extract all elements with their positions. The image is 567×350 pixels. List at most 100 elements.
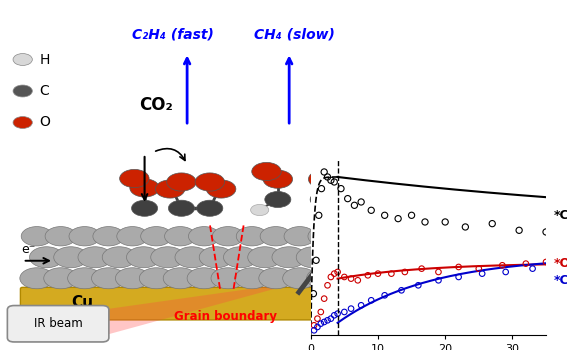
Point xyxy=(327,316,336,321)
Point xyxy=(330,271,339,277)
Circle shape xyxy=(151,247,185,268)
Circle shape xyxy=(69,226,100,246)
Point xyxy=(323,317,332,323)
Point xyxy=(323,282,332,288)
Circle shape xyxy=(197,200,223,216)
Point xyxy=(314,212,323,218)
Point xyxy=(330,179,339,185)
Circle shape xyxy=(126,247,160,268)
Point xyxy=(340,309,349,315)
Point xyxy=(400,269,409,275)
Circle shape xyxy=(356,226,387,246)
Circle shape xyxy=(45,226,77,246)
Circle shape xyxy=(20,268,54,289)
Text: H: H xyxy=(40,52,50,66)
Point xyxy=(320,319,329,325)
Point xyxy=(320,169,329,175)
Point xyxy=(340,274,349,280)
Circle shape xyxy=(102,247,136,268)
Point xyxy=(317,186,326,191)
Text: Cu: Cu xyxy=(71,295,93,310)
Circle shape xyxy=(116,268,150,289)
Circle shape xyxy=(252,162,281,181)
Circle shape xyxy=(13,117,32,128)
Point xyxy=(528,266,537,272)
Circle shape xyxy=(260,226,291,246)
Circle shape xyxy=(91,268,125,289)
Point xyxy=(310,328,319,333)
Circle shape xyxy=(251,204,269,216)
Circle shape xyxy=(29,247,64,268)
Point xyxy=(346,276,356,281)
Circle shape xyxy=(117,226,148,246)
Text: e⁻: e⁻ xyxy=(22,243,36,256)
FancyBboxPatch shape xyxy=(7,306,109,342)
Circle shape xyxy=(168,200,194,216)
Point xyxy=(501,269,510,275)
Text: C₂H₄ (fast): C₂H₄ (fast) xyxy=(132,28,214,42)
Circle shape xyxy=(44,268,78,289)
Circle shape xyxy=(248,247,282,268)
Text: O: O xyxy=(40,116,50,130)
Text: *CO: *CO xyxy=(554,209,567,222)
Point xyxy=(374,271,383,277)
Point xyxy=(521,261,530,266)
Circle shape xyxy=(235,268,269,289)
Circle shape xyxy=(78,247,112,268)
Point xyxy=(434,278,443,283)
Circle shape xyxy=(223,247,257,268)
Circle shape xyxy=(265,191,291,208)
Point xyxy=(357,199,366,205)
FancyBboxPatch shape xyxy=(20,287,382,320)
Point xyxy=(407,212,416,218)
Point xyxy=(367,208,376,213)
Circle shape xyxy=(21,226,53,246)
Point xyxy=(311,258,320,263)
Point xyxy=(380,293,389,298)
Circle shape xyxy=(54,247,88,268)
Circle shape xyxy=(93,226,124,246)
Circle shape xyxy=(263,170,293,188)
Point xyxy=(363,273,373,278)
Circle shape xyxy=(283,268,317,289)
Point xyxy=(320,296,329,301)
Point xyxy=(346,306,356,312)
Point xyxy=(541,229,551,235)
Point xyxy=(474,266,483,272)
Point xyxy=(397,287,406,293)
Circle shape xyxy=(320,247,354,268)
Circle shape xyxy=(164,226,196,246)
Circle shape xyxy=(308,226,339,246)
Point xyxy=(380,212,389,218)
Text: *CHO: *CHO xyxy=(554,274,567,287)
Circle shape xyxy=(310,191,336,208)
Point xyxy=(515,228,524,233)
Point xyxy=(336,186,345,191)
Point xyxy=(343,196,352,202)
Point xyxy=(434,269,443,275)
Circle shape xyxy=(259,268,293,289)
Circle shape xyxy=(331,268,365,289)
Point xyxy=(441,219,450,225)
Point xyxy=(454,264,463,270)
Circle shape xyxy=(188,226,220,246)
Point xyxy=(313,324,322,330)
Point xyxy=(350,203,359,208)
Point xyxy=(393,216,403,222)
Circle shape xyxy=(130,179,159,197)
Point xyxy=(327,274,336,280)
Point xyxy=(421,219,430,225)
Point xyxy=(310,322,319,328)
Circle shape xyxy=(206,180,236,198)
Circle shape xyxy=(67,268,101,289)
Polygon shape xyxy=(102,282,301,336)
Circle shape xyxy=(141,226,172,246)
Circle shape xyxy=(167,173,196,191)
Circle shape xyxy=(120,169,149,188)
Circle shape xyxy=(354,268,388,289)
Circle shape xyxy=(13,54,32,65)
Circle shape xyxy=(132,200,158,216)
Point xyxy=(309,291,318,296)
Circle shape xyxy=(213,226,244,246)
Point xyxy=(454,274,463,280)
